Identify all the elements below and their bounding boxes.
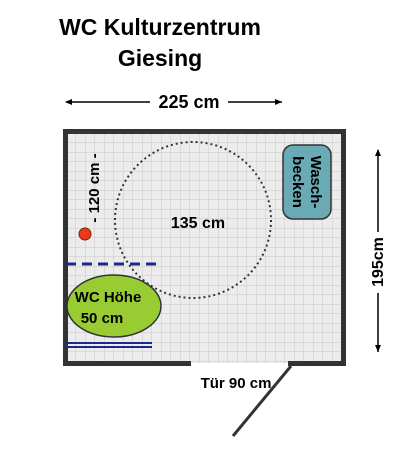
width-label: 225 cm (158, 92, 219, 112)
sink (282, 144, 332, 220)
door-label: Tür 90 cm (201, 375, 272, 392)
door-leaf (231, 365, 293, 437)
toilet-label-2: 50 cm (81, 310, 124, 327)
sink-label-2: becken (289, 156, 306, 208)
turning-circle (114, 141, 272, 299)
title-line-2: Giesing (117, 45, 203, 71)
sink-label-1: Wasch- (307, 156, 324, 209)
title-line-1: WC Kulturzentrum (59, 14, 261, 40)
toilet (66, 274, 162, 338)
toilet-label-1: WC Höhe (75, 289, 142, 306)
turning-circle-label: 135 cm (171, 215, 225, 232)
depth-label: 195cm (370, 237, 387, 287)
walls (63, 129, 346, 366)
flush-button-marker (78, 227, 92, 241)
distance-label: - 120 cm - (86, 153, 103, 222)
